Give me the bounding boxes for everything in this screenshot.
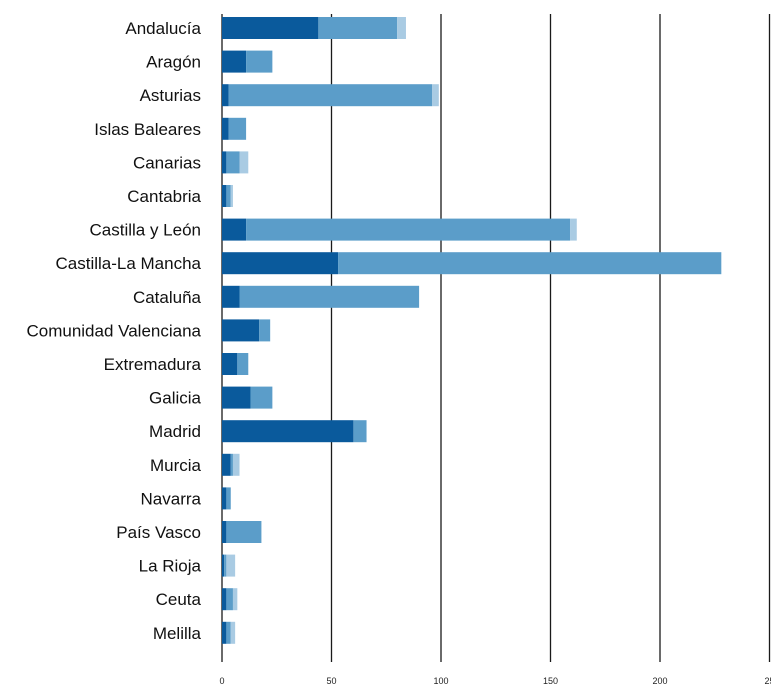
bar-segment-1 (222, 17, 319, 39)
category-label: Cataluña (133, 288, 202, 307)
bar-segment-2 (226, 185, 231, 207)
bar-segment-3 (232, 588, 238, 611)
bar-segment-3 (570, 218, 577, 241)
bar-segment-1 (222, 554, 225, 577)
bar-segment-2 (239, 285, 420, 308)
bar-segment-2 (226, 151, 240, 174)
category-label: Aragón (146, 53, 201, 72)
bar-segment-2 (224, 554, 227, 577)
bar-segment-1 (222, 50, 247, 73)
category-label: Islas Baleares (94, 120, 201, 139)
x-tick-label: 100 (433, 676, 448, 686)
category-label: Murcia (150, 456, 202, 475)
bar-segment-3 (432, 84, 439, 107)
bar-segment-1 (222, 84, 229, 107)
category-label: Extremadura (104, 355, 202, 374)
bar-segment-2 (250, 386, 273, 409)
category-label: Navarra (141, 489, 202, 508)
bar-segment-2 (338, 252, 722, 275)
x-tick-label: 150 (543, 676, 558, 686)
bar-segment-2 (353, 420, 367, 443)
bar-segment-2 (318, 17, 398, 39)
bar-segment-1 (222, 252, 339, 275)
category-label: Asturias (140, 86, 201, 105)
x-tick-label: 200 (652, 676, 667, 686)
bar-segment-1 (222, 319, 260, 342)
bar-segment-2 (226, 487, 231, 510)
x-tick-label: 50 (326, 676, 336, 686)
bar-segment-1 (222, 218, 247, 241)
bar-segment-1 (222, 117, 229, 140)
category-label: Cantabria (127, 187, 201, 206)
category-label: Canarias (133, 153, 201, 172)
category-label: Melilla (153, 624, 202, 643)
bar-segment-3 (397, 17, 406, 39)
bar-segment-1 (222, 285, 240, 308)
bar-segment-3 (226, 554, 236, 577)
category-label: Ceuta (156, 590, 202, 609)
bar-segment-2 (259, 319, 271, 342)
category-label: Castilla-La Mancha (55, 254, 201, 273)
x-tick-label: 0 (219, 676, 224, 686)
bar-segment-1 (222, 588, 227, 611)
category-label: Andalucía (125, 19, 201, 38)
bar-segment-2 (230, 453, 233, 476)
bar-segment-2 (226, 621, 231, 644)
bar-segment-1 (222, 386, 251, 409)
bar-segment-1 (222, 487, 227, 510)
bar-segment-3 (230, 185, 233, 207)
bar-segment-3 (230, 621, 236, 644)
bar-segment-2 (226, 521, 262, 543)
bar-segment-1 (222, 353, 238, 375)
category-label: Galicia (149, 389, 202, 408)
bar-segment-1 (222, 185, 227, 207)
bar-segment-1 (222, 453, 231, 476)
bar-segment-1 (222, 151, 227, 174)
category-label: Madrid (149, 422, 201, 441)
category-label: Comunidad Valenciana (26, 321, 201, 340)
bar-segment-2 (237, 353, 249, 375)
category-label: Castilla y León (89, 221, 201, 240)
bar-segment-2 (246, 50, 273, 73)
bar-segment-1 (222, 621, 227, 644)
bar-segment-2 (226, 588, 233, 611)
bar-segment-3 (232, 453, 240, 476)
x-tick-label: 25 (764, 676, 771, 686)
bar-segment-1 (222, 420, 354, 443)
category-label: La Rioja (139, 557, 202, 576)
bar-segment-2 (228, 117, 247, 140)
bar-segment-1 (222, 521, 227, 543)
bar-segment-2 (246, 218, 571, 241)
category-label: País Vasco (116, 523, 201, 542)
bar-segment-2 (228, 84, 433, 107)
bar-segment-3 (239, 151, 249, 174)
